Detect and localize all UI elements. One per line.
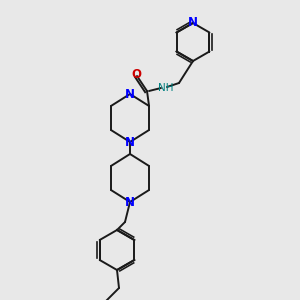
Text: O: O [131,68,141,82]
Text: N: N [125,88,135,100]
Text: N: N [188,16,198,29]
Text: NH: NH [158,83,174,93]
Text: N: N [125,136,135,148]
Text: N: N [125,196,135,208]
